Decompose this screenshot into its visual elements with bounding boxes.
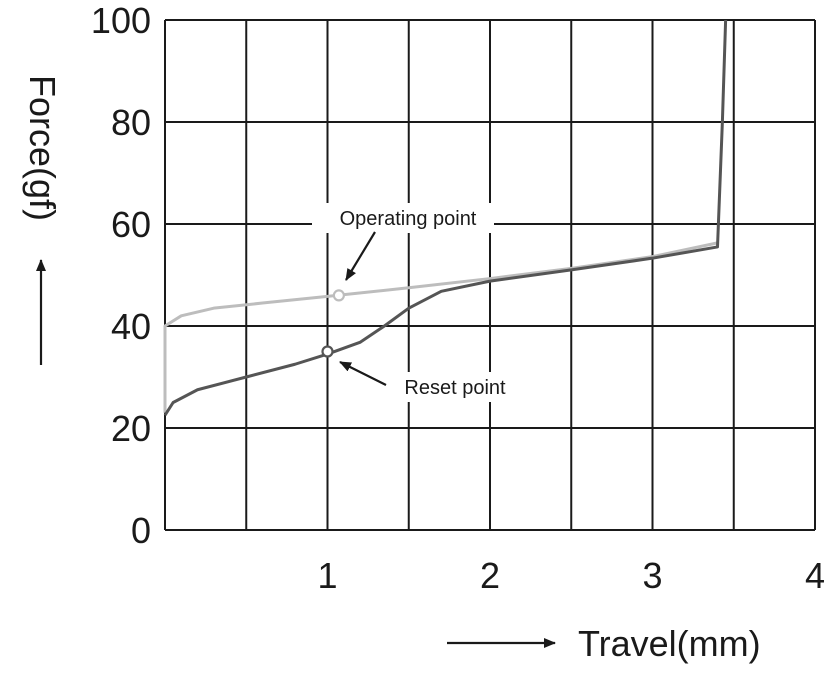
series-line-dark bbox=[163, 19, 728, 417]
reset-point-label: Reset point bbox=[404, 377, 506, 399]
operating-point-annotation: Operating point bbox=[312, 203, 494, 281]
operating-point-label: Operating point bbox=[340, 208, 477, 230]
x-tick-label: 2 bbox=[480, 555, 500, 596]
series-line-light bbox=[163, 241, 718, 413]
y-tick-label: 80 bbox=[111, 102, 151, 143]
y-axis-label: Force(gf) bbox=[22, 75, 63, 221]
y-tick-label: 100 bbox=[91, 0, 151, 41]
y-tick-label: 60 bbox=[111, 204, 151, 245]
y-tick-label: 20 bbox=[111, 408, 151, 449]
y-tick-label: 40 bbox=[111, 306, 151, 347]
reset-point-annotation: Reset point bbox=[339, 361, 525, 402]
chart-grid bbox=[164, 19, 816, 531]
x-tick-label: 4 bbox=[805, 555, 825, 596]
reset-point-marker bbox=[321, 345, 334, 358]
operating-point-pointer bbox=[345, 231, 376, 281]
y-tick-label: 0 bbox=[131, 510, 151, 551]
operating-point-marker bbox=[332, 289, 345, 302]
x-tick-label: 1 bbox=[317, 555, 337, 596]
chart-series bbox=[163, 19, 728, 417]
x-tick-label: 3 bbox=[642, 555, 662, 596]
x-axis-label: Travel(mm) bbox=[578, 623, 761, 664]
x-axis-title: Travel(mm) bbox=[447, 623, 761, 664]
chart-tick-labels: 0 20 40 60 80 100 1 2 3 4 bbox=[91, 0, 825, 596]
y-axis-title: Force(gf) bbox=[22, 75, 63, 365]
reset-point-pointer bbox=[339, 361, 387, 386]
